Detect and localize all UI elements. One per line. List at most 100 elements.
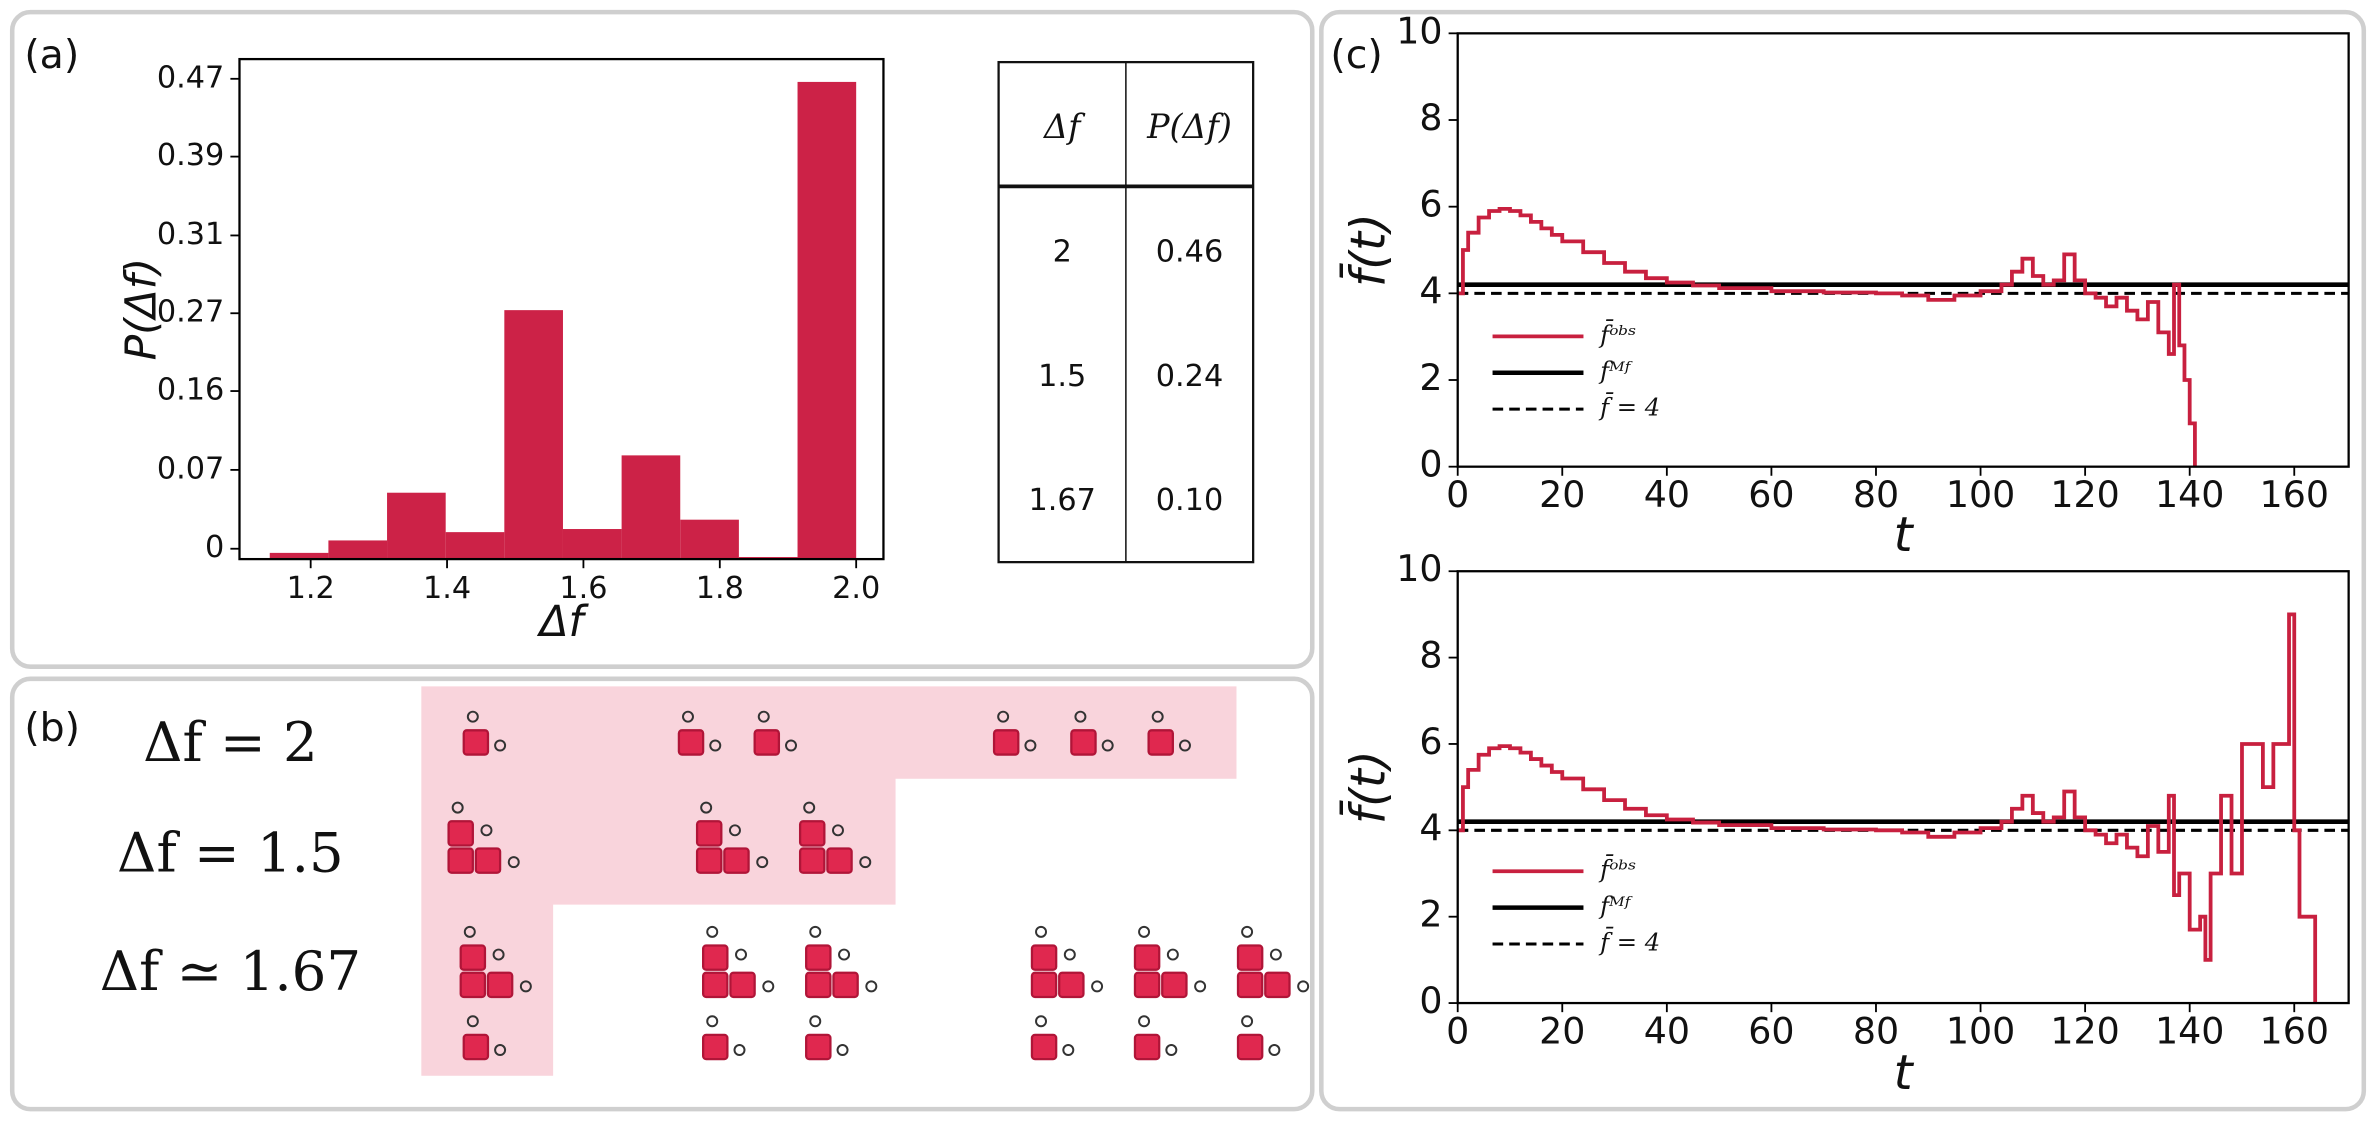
x-tick-label: 60 xyxy=(1748,473,1794,516)
vacancy-dot xyxy=(1024,739,1037,752)
vacancy-dot xyxy=(859,856,872,869)
y-axis-label: f̄(t) xyxy=(1340,750,1397,824)
vacancy-dot xyxy=(706,1015,719,1028)
vacancy-dot xyxy=(1138,925,1151,938)
x-tick-label: 140 xyxy=(2155,1009,2224,1052)
particle-square xyxy=(798,820,826,847)
y-tick-label: 0.47 xyxy=(157,60,224,95)
histogram-bar xyxy=(328,540,388,560)
particle-square xyxy=(1030,971,1058,999)
vacancy-dot xyxy=(492,948,505,961)
histogram-bar xyxy=(269,552,329,560)
particle-square xyxy=(723,847,750,874)
legend-label: fᴹᶠ xyxy=(1598,891,1633,920)
x-tick-label: 120 xyxy=(2050,473,2119,516)
x-tick-label: 80 xyxy=(1853,1009,1899,1052)
vacancy-dot xyxy=(809,1015,822,1028)
vacancy-dot xyxy=(1268,1044,1281,1057)
particle-square xyxy=(1030,1033,1058,1061)
particle-square xyxy=(702,1033,729,1061)
vacancy-dot xyxy=(1091,980,1104,993)
vacancy-dot xyxy=(832,824,844,837)
particle-square xyxy=(1161,971,1188,999)
vacancy-dot xyxy=(785,739,798,752)
vacancy-dot xyxy=(1062,1044,1075,1057)
vacancy-dot xyxy=(1035,1015,1048,1028)
vacancy-dot xyxy=(733,1044,746,1057)
particle-square xyxy=(805,971,832,999)
vacancy-dot xyxy=(1166,948,1179,961)
x-tick-label: 160 xyxy=(2260,1009,2329,1052)
x-tick-label: 0 xyxy=(1446,473,1469,516)
x-tick-label: 100 xyxy=(1946,473,2015,516)
particle-square xyxy=(805,1033,832,1061)
x-tick-label: 40 xyxy=(1644,1009,1690,1052)
particle-square xyxy=(486,971,514,999)
particle-square xyxy=(462,1033,490,1061)
particle-square xyxy=(1058,971,1085,999)
x-tick-label: 1.2 xyxy=(287,571,335,606)
particle-square xyxy=(805,944,832,971)
vacancy-dot xyxy=(1035,925,1048,938)
vacancy-dot xyxy=(728,824,741,837)
y-tick-label: 8 xyxy=(1419,96,1442,139)
vacancy-dot xyxy=(1151,710,1164,723)
table-header: Δf xyxy=(1042,107,1086,146)
particle-square xyxy=(1236,1033,1264,1061)
panel-c-frame xyxy=(1319,9,2367,1112)
panel-b-frame xyxy=(9,676,1315,1112)
diagram-label: Δf = 2 xyxy=(143,710,318,774)
particle-square xyxy=(1147,729,1174,756)
vacancy-dot xyxy=(762,980,775,993)
diagram-highlight xyxy=(421,686,1237,1076)
x-tick-label: 0 xyxy=(1446,1009,1469,1052)
y-tick-label: 6 xyxy=(1419,183,1442,226)
x-tick-label: 120 xyxy=(2050,1009,2119,1052)
vacancy-dot xyxy=(700,801,713,814)
particle-square xyxy=(826,847,853,874)
x-tick-label: 2.0 xyxy=(832,571,880,606)
x-axis-label: Δf xyxy=(536,598,589,647)
panel-a-frame xyxy=(9,9,1315,669)
table-cell: 2 xyxy=(1053,235,1072,270)
histogram-bar xyxy=(680,519,739,560)
x-tick-label: 20 xyxy=(1539,1009,1585,1052)
y-tick-label: 0.39 xyxy=(157,138,224,173)
vacancy-dot xyxy=(735,948,748,961)
particle-square xyxy=(753,729,781,756)
table-cell: 1.5 xyxy=(1038,359,1086,394)
step-line xyxy=(1457,206,2197,467)
diagram-label: Δf = 1.5 xyxy=(117,821,344,885)
table-cell: 0.10 xyxy=(1156,483,1223,518)
y-tick-label: 0.27 xyxy=(157,295,224,330)
x-tick-label: 80 xyxy=(1853,473,1899,516)
y-tick-label: 0 xyxy=(205,530,224,565)
histogram-bar xyxy=(797,81,857,560)
particle-square xyxy=(1264,971,1291,999)
vacancy-dot xyxy=(838,948,851,961)
x-axis-label: t xyxy=(1894,507,1915,563)
particle-square xyxy=(702,944,729,971)
particle-square xyxy=(1030,944,1058,971)
particle-square xyxy=(474,847,502,874)
vacancy-dot xyxy=(1063,948,1076,961)
vacancy-dot xyxy=(480,824,493,837)
histogram-bar xyxy=(504,310,563,560)
particle-square xyxy=(1070,729,1097,756)
particle-square xyxy=(832,971,859,999)
vacancy-dot xyxy=(1194,980,1207,993)
table-cell: 0.46 xyxy=(1156,235,1223,270)
histogram-bar xyxy=(387,492,446,560)
panel-label: (b) xyxy=(24,705,80,751)
y-tick-label: 0.31 xyxy=(157,217,224,252)
histogram-bar xyxy=(562,529,622,560)
x-tick-label: 40 xyxy=(1644,473,1690,516)
vacancy-dot xyxy=(809,925,822,938)
vacancy-dot xyxy=(997,710,1010,723)
x-tick-label: 100 xyxy=(1946,1009,2015,1052)
x-tick-label: 1.8 xyxy=(696,571,744,606)
x-tick-label: 140 xyxy=(2155,473,2224,516)
y-tick-label: 6 xyxy=(1419,720,1442,763)
vacancy-dot xyxy=(494,739,507,752)
y-tick-label: 0 xyxy=(1419,979,1442,1022)
